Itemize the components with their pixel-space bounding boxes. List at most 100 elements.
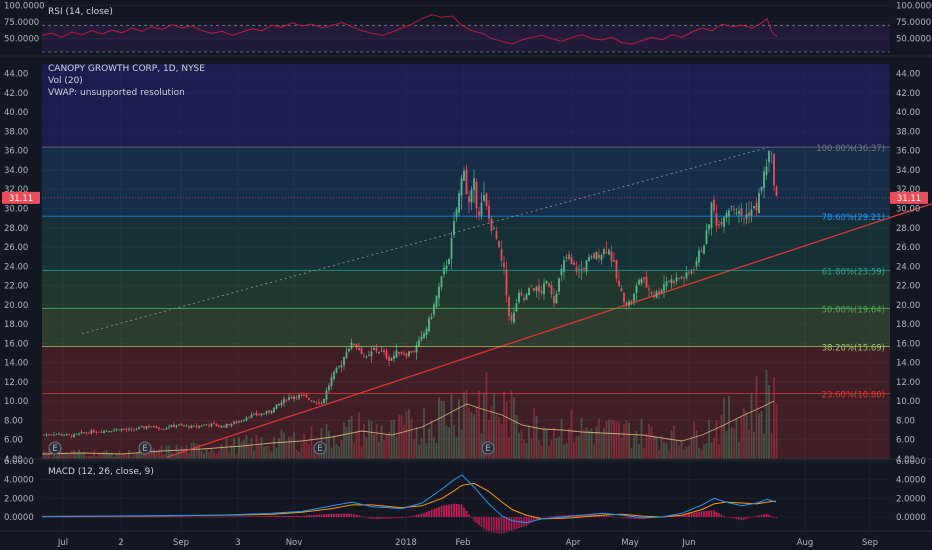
candle-body bbox=[400, 351, 403, 354]
candle-body bbox=[640, 278, 643, 284]
candle-body bbox=[498, 241, 500, 248]
macd-hist-bar bbox=[638, 517, 640, 520]
candle-body bbox=[318, 402, 320, 404]
volume-bar bbox=[330, 447, 333, 459]
x-tick-label: Apr bbox=[566, 538, 581, 548]
y-tick-label: 18.00 bbox=[896, 320, 920, 330]
candle-body bbox=[678, 278, 680, 279]
volume-bar bbox=[233, 437, 235, 459]
candle-body bbox=[135, 429, 138, 431]
macd-hist-bar bbox=[143, 516, 145, 518]
volume-bar bbox=[655, 436, 658, 459]
volume-bar bbox=[520, 430, 523, 459]
volume-bar bbox=[228, 452, 230, 459]
volume-bar bbox=[735, 418, 738, 459]
earnings-marker-icon[interactable] bbox=[313, 441, 327, 455]
macd-hist-bar bbox=[748, 517, 750, 519]
candle-body bbox=[203, 424, 205, 426]
candle-body bbox=[360, 348, 363, 355]
y-tick-label: 16.00 bbox=[896, 339, 920, 349]
volume-bar bbox=[290, 436, 293, 459]
macd-panel[interactable]: MACD (12, 26, close, 9) 6.0000 4.0000 2.00… bbox=[4, 457, 926, 534]
macd-hist-bar bbox=[723, 515, 725, 517]
candle-body bbox=[410, 351, 413, 353]
candle-body bbox=[675, 277, 678, 282]
volume-bar bbox=[588, 430, 590, 459]
candle-body bbox=[680, 277, 683, 279]
volume-bar bbox=[283, 432, 285, 459]
macd-hist-bar bbox=[715, 511, 718, 517]
earnings-marker-icon[interactable] bbox=[138, 441, 152, 455]
candle-body bbox=[128, 428, 130, 430]
volume-bar bbox=[590, 428, 593, 459]
candle-body bbox=[413, 350, 415, 352]
volume-bar bbox=[63, 454, 65, 459]
y-tick-label: 28.00 bbox=[896, 224, 920, 234]
y-tick-label: 28.00 bbox=[4, 224, 28, 234]
earnings-marker-icon[interactable] bbox=[48, 441, 62, 455]
support-trendline[interactable] bbox=[166, 203, 932, 458]
macd-hist-bar bbox=[733, 517, 735, 519]
candle-body bbox=[175, 425, 178, 428]
macd-hist-bar bbox=[490, 517, 493, 533]
macd-hist-bar bbox=[225, 516, 228, 518]
candle-body bbox=[583, 268, 585, 270]
rsi-panel[interactable]: RSI (14, close) 100.0000 75.0000 50.0000 1… bbox=[4, 1, 932, 53]
y-tick-label: 36.00 bbox=[896, 147, 920, 157]
volume-bar bbox=[95, 456, 98, 459]
candle-body bbox=[570, 257, 573, 265]
candle-body bbox=[698, 250, 700, 263]
volume-bar bbox=[340, 439, 343, 459]
volume-bar bbox=[473, 414, 475, 459]
candle-body bbox=[225, 423, 228, 428]
candle-body bbox=[760, 186, 763, 191]
macd-hist-bar bbox=[75, 516, 78, 518]
macd-hist-bar bbox=[560, 515, 563, 517]
y-tick-label: 0.0000 bbox=[896, 513, 926, 523]
candle-body bbox=[520, 292, 523, 296]
volume-bar bbox=[658, 450, 660, 459]
volume-bar bbox=[398, 414, 400, 459]
candle-body bbox=[88, 432, 90, 434]
macd-hist-bar bbox=[530, 517, 533, 523]
y-tick-label: 26.00 bbox=[4, 243, 28, 253]
y-tick-label: 10.00 bbox=[896, 397, 920, 407]
macd-hist-bar bbox=[190, 516, 193, 518]
volume-bar bbox=[713, 437, 715, 459]
candle-body bbox=[653, 295, 655, 298]
candle-body bbox=[245, 417, 248, 421]
candle-body bbox=[160, 429, 163, 430]
volume-bar bbox=[65, 452, 68, 459]
volume-bar bbox=[370, 421, 373, 459]
volume-bar bbox=[345, 427, 348, 459]
x-tick-label: Nov bbox=[286, 538, 303, 548]
price-panel[interactable]: 100.00%(36.37) 78.60%(29.21) 61.80%(23.59)… bbox=[2, 64, 932, 531]
candle-body bbox=[480, 202, 483, 217]
macd-hist-bar bbox=[468, 514, 470, 517]
candle-body bbox=[290, 396, 293, 399]
candle-body bbox=[193, 425, 195, 427]
volume-bar bbox=[545, 428, 548, 459]
volume-bar bbox=[458, 399, 460, 459]
candle-body bbox=[735, 212, 738, 214]
earnings-marker-icon[interactable] bbox=[481, 441, 495, 455]
volume-bar bbox=[183, 449, 185, 459]
candle-body bbox=[630, 300, 633, 302]
volume-bar bbox=[240, 441, 243, 459]
macd-hist-bar bbox=[445, 504, 448, 517]
macd-hist-bar bbox=[115, 516, 118, 518]
time-axis[interactable]: Jul 2 Sep 3 Nov 2018 Feb Apr May Jun Aug Sep bbox=[57, 538, 878, 548]
volume-bar bbox=[210, 448, 213, 459]
candle-body bbox=[123, 429, 125, 431]
y-tick-label: 20.00 bbox=[896, 301, 920, 311]
candle-body bbox=[580, 268, 583, 270]
macd-hist-bar bbox=[713, 510, 715, 517]
candle-body bbox=[320, 402, 323, 404]
candle-body bbox=[525, 293, 528, 300]
candle-body bbox=[240, 420, 243, 422]
candle-body bbox=[195, 426, 198, 427]
candle-body bbox=[355, 344, 358, 348]
candle-body bbox=[143, 426, 145, 428]
volume-bar bbox=[148, 447, 150, 459]
